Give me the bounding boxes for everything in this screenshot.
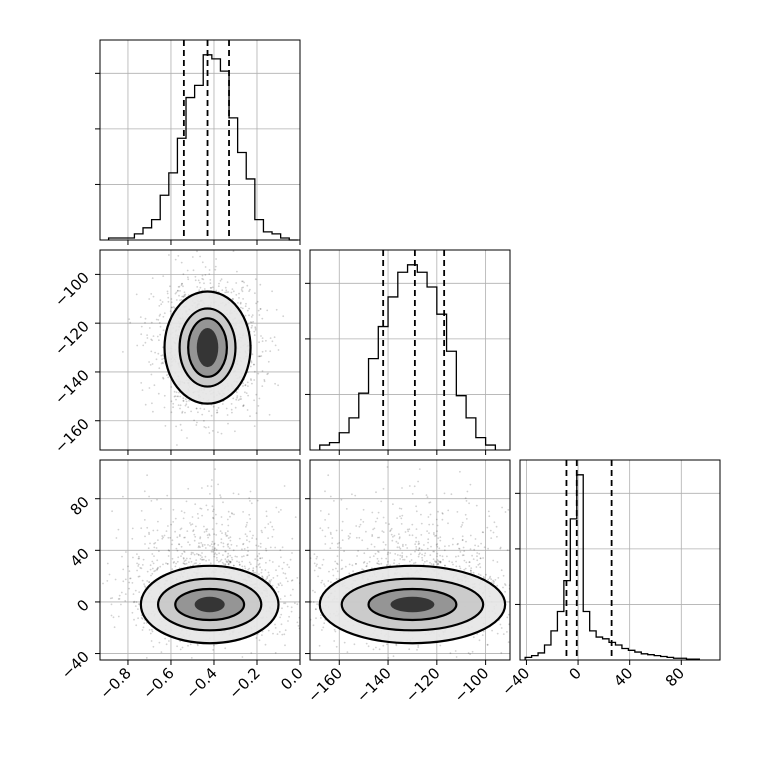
y-tick-label: 40 (67, 544, 93, 570)
x-tick-label: 0 (565, 664, 584, 683)
x-tick-label: −160 (304, 664, 346, 706)
x-tick-label: −100 (451, 664, 493, 706)
panel-background (520, 460, 720, 660)
contour-line-1 (178, 307, 237, 388)
panel-border (309, 459, 511, 661)
density-fill-3 (194, 596, 225, 613)
x-tick-label: −0.2 (225, 664, 263, 702)
histogram-panel-p0 (95, 39, 301, 241)
x-tick-label: −140 (353, 664, 395, 706)
x-tick-label: 40 (610, 664, 636, 690)
contour-line-1 (340, 577, 485, 632)
histogram-step-p1 (319, 264, 497, 450)
y-tick-label: −140 (51, 366, 93, 408)
panel-border (99, 249, 301, 451)
x-tick-label: 0.0 (277, 664, 307, 694)
density-panel-p0-p2 (99, 459, 301, 661)
contour-line-2 (187, 317, 228, 378)
panel-border (309, 249, 511, 451)
density-panel-p0-p1 (99, 249, 301, 451)
x-tick-label: −120 (402, 664, 444, 706)
histogram-step-p0 (107, 54, 298, 241)
x-axis-p2: −40 0 40 80 (498, 660, 688, 699)
histogram-step-p2 (524, 474, 701, 660)
y-tick-label: −120 (51, 317, 93, 359)
density-content (122, 250, 285, 446)
contour-line-0 (163, 290, 252, 405)
contour-line-1 (156, 577, 263, 632)
density-fill-3 (196, 328, 219, 368)
panel-border (519, 459, 721, 661)
contour-line-2 (174, 587, 246, 622)
y-axis-p1: −160 −140 −120 −100 (51, 268, 100, 457)
x-tick-label: −0.6 (139, 664, 177, 702)
x-tick-label: 80 (662, 664, 688, 690)
x-tick-label: −0.8 (96, 664, 134, 702)
density-content (310, 466, 510, 659)
y-tick-label: 80 (67, 493, 93, 519)
x-tick-label: −0.4 (182, 664, 220, 702)
y-tick-label: 0 (73, 596, 92, 615)
density-fill-3 (390, 596, 435, 613)
density-panel-p1-p2 (309, 459, 511, 661)
y-tick-label: −160 (51, 415, 93, 457)
x-tick-label: −40 (498, 664, 533, 699)
panel-border (99, 39, 301, 241)
panel-background (310, 250, 510, 450)
contour-line-0 (318, 564, 507, 645)
y-tick-label: −40 (58, 648, 93, 683)
density-content (102, 468, 300, 659)
histogram-panel-p2 (515, 459, 721, 661)
contour-line-2 (367, 587, 458, 622)
panel-border (99, 459, 301, 661)
panel-background (100, 40, 300, 240)
y-tick-label: −100 (51, 268, 93, 310)
contour-line-0 (139, 564, 280, 645)
histogram-panel-p1 (305, 249, 511, 451)
